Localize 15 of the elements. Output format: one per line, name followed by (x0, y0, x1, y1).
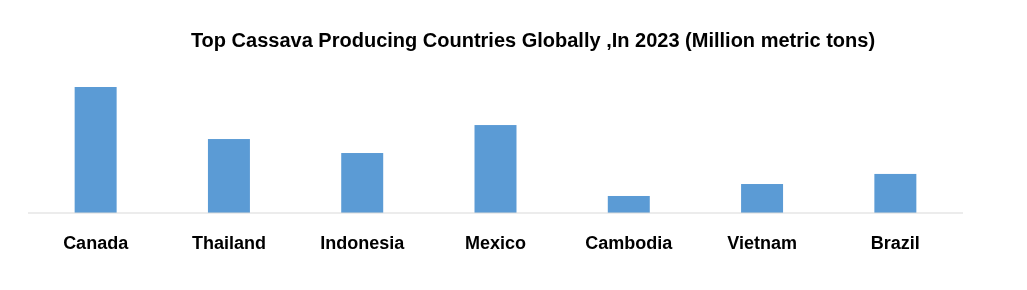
x-tick-label: Cambodia (585, 233, 674, 253)
x-tick-label: Thailand (191, 233, 266, 253)
bar (74, 87, 117, 213)
bar (474, 125, 517, 213)
x-tick-label: Vietnam (727, 233, 797, 253)
bar (741, 184, 784, 213)
bar (341, 153, 384, 213)
x-tick-label: Canada (63, 233, 130, 253)
x-tick-label: Mexico (464, 233, 527, 253)
bar (607, 195, 650, 213)
bar (874, 173, 917, 213)
chart-title: Top Cassava Producing Countries Globally ,In 2023 (Million metric tons) (190, 29, 876, 51)
x-tick-label: Indonesia (320, 233, 406, 253)
bar (207, 139, 250, 213)
x-tick-label: Brazil (870, 233, 920, 253)
